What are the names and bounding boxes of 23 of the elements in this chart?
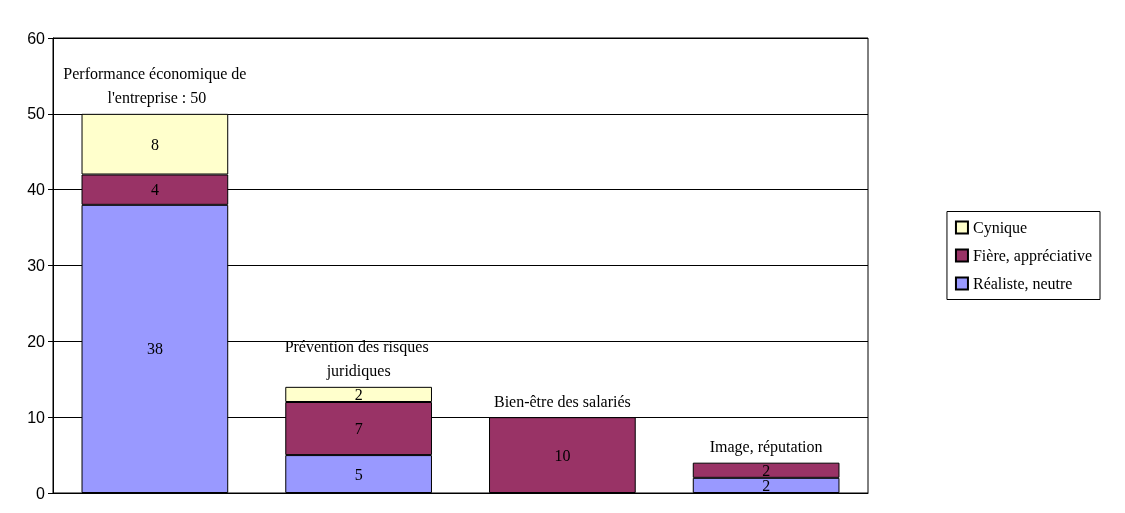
y-tick-label: 0: [36, 484, 46, 502]
data-label: 7: [354, 420, 363, 438]
data-label: 4: [150, 181, 159, 199]
data-label: 10: [554, 446, 571, 464]
x-tick-label: Prévention des risques juridiques: [284, 338, 433, 381]
data-label: 2: [354, 385, 363, 403]
x-tick-label: Bien-être des salariés: [493, 392, 631, 410]
y-tick-label: 40: [27, 181, 46, 199]
legend-label: Fière, appréciative: [972, 247, 1092, 265]
data-label: 5: [354, 465, 363, 483]
y-tick-label: 50: [27, 105, 46, 123]
y-tick-label: 20: [27, 332, 46, 350]
y-tick-label: 10: [27, 408, 46, 426]
legend-label: Réaliste, neutre: [972, 275, 1073, 292]
data-label: 8: [150, 135, 159, 153]
y-tick-label: 60: [27, 29, 46, 47]
data-label: 2: [762, 476, 771, 494]
data-label: 2: [762, 461, 771, 479]
legend-label: Cynique: [972, 219, 1028, 237]
x-tick-label: Performance économique de l'entreprise : 50: [63, 65, 247, 108]
x-tick-label: Image, réputation: [709, 438, 823, 457]
data-label: 38: [146, 340, 163, 358]
y-tick-label: 30: [27, 257, 46, 274]
